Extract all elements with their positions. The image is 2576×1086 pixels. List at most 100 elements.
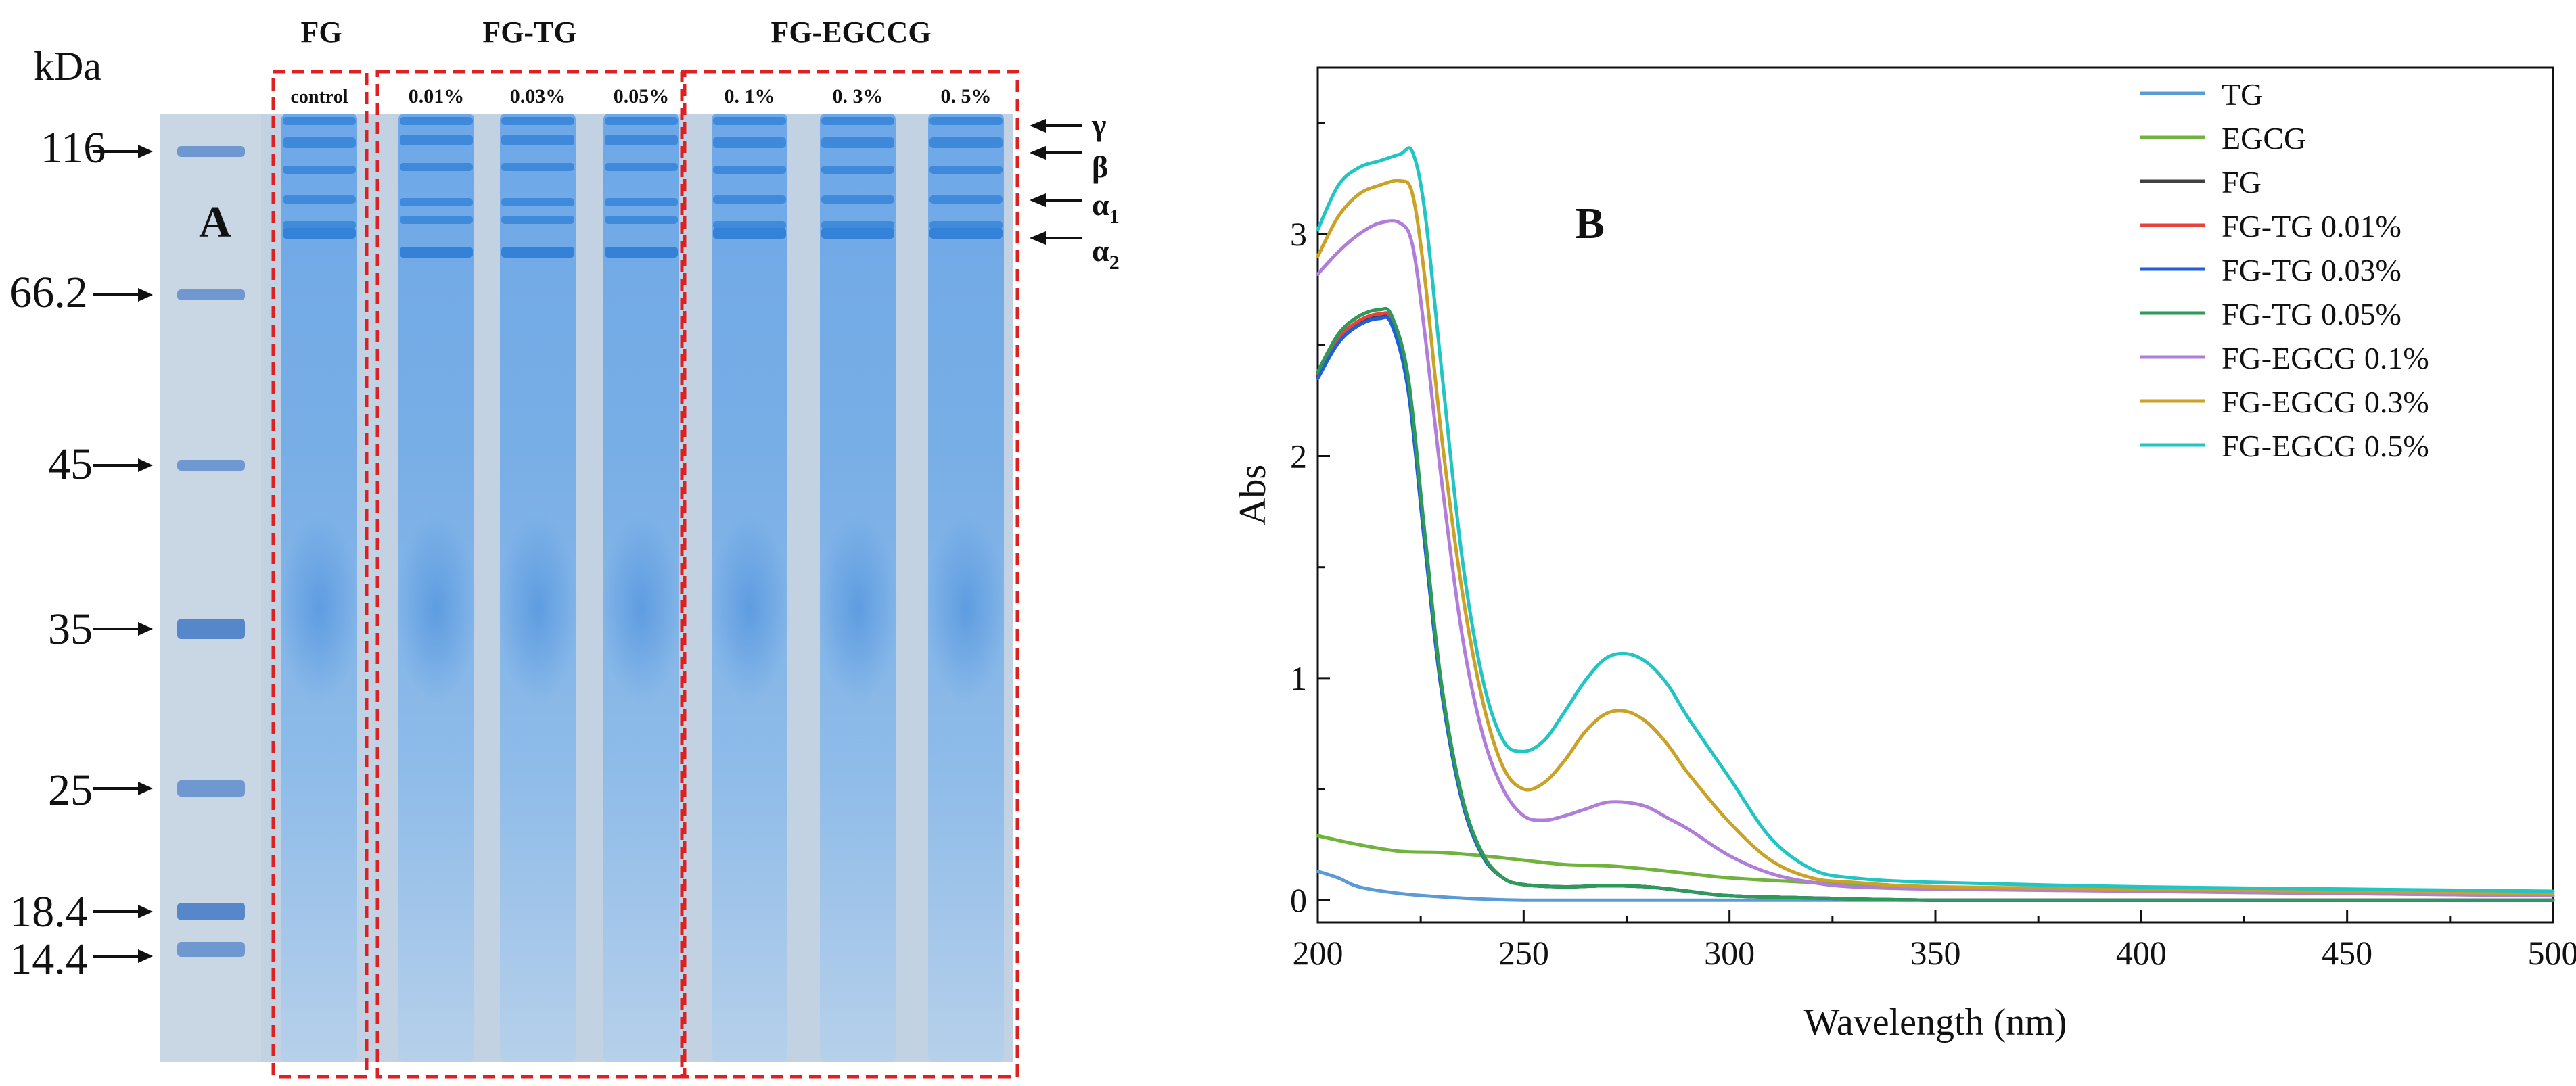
plot-frame	[1316, 66, 2554, 924]
protein-band	[821, 221, 894, 229]
protein-band	[283, 166, 356, 174]
ladder-bands	[177, 146, 245, 957]
lane-label-control: control	[290, 87, 348, 108]
protein-band	[400, 117, 473, 125]
protein-band	[501, 135, 574, 145]
x-tick-label: 200	[1293, 934, 1343, 972]
x-axis-label: Wavelength (nm)	[1804, 1001, 2067, 1043]
marker-arrow-head	[138, 145, 153, 158]
marker-arrow-head	[138, 782, 153, 795]
gel-panel: kDa FG FG-TG FG-EGCCG control 0.01% 0.03…	[9, 16, 1120, 1079]
marker-label-45: 45	[48, 440, 93, 489]
marker-arrow-head	[138, 288, 153, 302]
series-layer	[1316, 146, 2555, 902]
protein-band	[501, 216, 574, 224]
marker-66-2: 66.2	[9, 268, 153, 317]
subunit-label-alpha1: α1	[1092, 187, 1120, 228]
marker-arrow-head	[138, 622, 153, 636]
legend-label: FG-EGCG 0.1%	[2222, 341, 2429, 375]
subunit-arrow-head	[1030, 119, 1046, 133]
protein-band	[605, 163, 678, 171]
lane-smear	[279, 514, 360, 703]
protein-band	[400, 198, 473, 206]
ladder-band	[177, 942, 245, 957]
protein-band	[929, 221, 1003, 229]
protein-band	[605, 247, 678, 258]
x-tick-label: 250	[1498, 934, 1549, 972]
protein-band	[929, 228, 1003, 239]
protein-band	[713, 166, 786, 174]
marker-arrow-head	[138, 905, 153, 918]
protein-band	[400, 163, 473, 171]
gel-lane	[497, 114, 578, 1062]
marker-label-14-4: 14.4	[9, 935, 88, 984]
protein-band	[929, 195, 1003, 204]
legend-label: FG-TG 0.03%	[2222, 253, 2401, 287]
legend-label: FG-EGCG 0.5%	[2222, 429, 2429, 463]
protein-band	[400, 216, 473, 224]
series-line	[1316, 219, 2555, 898]
gel-lane	[396, 114, 477, 1062]
protein-band	[400, 247, 473, 258]
legend-label: FG-TG 0.05%	[2222, 297, 2401, 331]
protein-band	[400, 135, 473, 145]
lane-label-egcg-03: 0. 3%	[833, 85, 883, 108]
subunit-arrow-head	[1030, 231, 1046, 245]
protein-band	[713, 117, 786, 125]
protein-band	[605, 117, 678, 125]
marker-35: 35	[48, 605, 153, 654]
protein-band	[501, 247, 574, 258]
marker-25: 25	[48, 765, 153, 815]
lane-label-tg-005: 0.05%	[614, 85, 670, 108]
x-tick-label: 450	[2322, 934, 2372, 972]
ladder-band	[177, 619, 245, 639]
marker-label-18-4: 18.4	[9, 887, 88, 937]
marker-label-66-2: 66.2	[9, 268, 88, 317]
lane-label-tg-001: 0.01%	[409, 85, 465, 108]
series-line	[1316, 179, 2555, 895]
protein-band	[605, 135, 678, 145]
protein-band	[501, 117, 574, 125]
gel-lane	[925, 114, 1007, 1062]
panel-b-label: B	[1575, 199, 1605, 248]
lane-smear	[817, 514, 898, 703]
y-tick-label: 0	[1290, 881, 1307, 919]
protein-band	[283, 195, 356, 204]
x-axis-ticks: 200 250 300 350 400 450 500	[1293, 910, 2576, 972]
protein-band	[929, 117, 1003, 125]
gel-lanes	[279, 114, 1007, 1062]
group-box-fg-egccg	[683, 70, 1019, 1079]
legend-label: EGCG	[2222, 121, 2306, 156]
kda-label: kDa	[34, 44, 101, 89]
protein-band	[283, 221, 356, 229]
subunit-arrow-head	[1030, 146, 1046, 160]
gel-lane	[279, 114, 360, 1062]
gel-lane	[817, 114, 898, 1062]
group-title-fg-egccg: FG-EGCCG	[770, 16, 931, 49]
protein-band	[821, 117, 894, 125]
marker-arrow-head	[138, 949, 153, 963]
marker-arrow-head	[138, 458, 153, 472]
lane-label-egcg-01: 0. 1%	[724, 85, 775, 108]
lane-smear	[497, 514, 578, 703]
protein-band	[283, 137, 356, 148]
lane-smear	[396, 514, 477, 703]
protein-band	[713, 195, 786, 204]
series-line	[1316, 146, 2555, 893]
series-line	[1316, 306, 2555, 902]
group-box-fg-tg	[375, 70, 684, 1079]
protein-band	[713, 228, 786, 239]
ladder-band	[177, 460, 245, 471]
group-box-fg	[271, 70, 369, 1079]
protein-band	[501, 163, 574, 171]
subunit-label-gamma: γ	[1091, 108, 1107, 142]
lane-smear	[601, 514, 682, 703]
protein-band	[501, 198, 574, 206]
protein-band	[821, 137, 894, 148]
group-title-fg: FG	[300, 16, 342, 49]
marker-45: 45	[48, 440, 153, 489]
subunit-arrow-head	[1030, 193, 1046, 207]
marker-116: 116	[41, 123, 153, 172]
